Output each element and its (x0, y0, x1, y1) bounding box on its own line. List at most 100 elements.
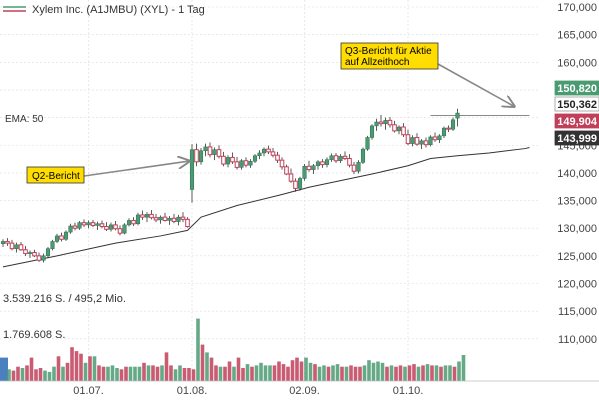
volume-bar (11, 370, 16, 381)
candle-down (36, 255, 42, 261)
candle-down (275, 154, 280, 161)
candle-down (81, 222, 87, 226)
volume-bar (38, 368, 43, 381)
volume-bar (209, 357, 214, 381)
volume-bar (412, 364, 416, 381)
volume-bar (20, 368, 25, 381)
candle-down (333, 155, 339, 162)
volume-bar (92, 356, 97, 381)
volume-bar (155, 366, 160, 381)
volume-bar (52, 366, 56, 381)
volume-bar (430, 365, 434, 381)
volume-bar (268, 365, 272, 381)
price-tick-label: 125,000 (557, 251, 597, 263)
volume-bar (223, 366, 227, 381)
volume-bar (65, 362, 70, 381)
volume-bar (56, 356, 61, 381)
volume-label-mid: 1.769.608 S. (3, 329, 65, 341)
volume-bar (182, 368, 187, 381)
time-tick-label: 01.07. (73, 385, 104, 397)
volume-bar (227, 361, 232, 381)
volume-bar (173, 369, 178, 381)
candle-down (342, 155, 348, 160)
volume-bar (263, 365, 268, 381)
candle-down (378, 121, 384, 125)
volume-bars (0, 318, 466, 381)
candle-up (297, 178, 303, 189)
volume-bar (295, 357, 299, 381)
volume-bar (362, 365, 367, 381)
candle-up (27, 252, 33, 254)
volume-bar (137, 366, 142, 381)
candle-down (221, 155, 226, 165)
candle-up (144, 214, 150, 218)
volume-bar (398, 365, 403, 381)
volume-bar (7, 369, 11, 381)
candle-up (410, 137, 415, 144)
candle-up (158, 216, 163, 221)
candle-down (387, 119, 393, 126)
candle-up (329, 155, 334, 160)
candle-up (252, 155, 258, 162)
candle-up (45, 248, 51, 257)
price-tag (554, 130, 599, 146)
volume-bar (200, 344, 205, 381)
candle-down (216, 149, 222, 157)
candle-up (383, 120, 388, 124)
volume-bar (434, 365, 439, 381)
price-tag (554, 96, 599, 112)
volume-bar (416, 366, 421, 381)
volume-bar (335, 364, 340, 381)
candle-down (284, 166, 289, 175)
candle-down (207, 146, 213, 156)
candle-up (450, 119, 456, 130)
candle-down (351, 164, 357, 172)
candle-up (50, 241, 55, 249)
volume-bar (232, 366, 236, 381)
candle-down (117, 228, 123, 234)
volume-bar (443, 365, 448, 381)
volume-bar (47, 371, 52, 381)
volume-bar (353, 366, 358, 381)
candle-down (18, 244, 24, 251)
annotation-box-q2 (26, 166, 85, 184)
volume-bar (196, 318, 200, 381)
candle-up (77, 222, 82, 229)
volume-bar (259, 362, 263, 381)
price-tick-label: 135,000 (557, 196, 597, 208)
volume-bar (101, 366, 106, 381)
annotation-arrow (83, 161, 189, 177)
ema-line (2, 115, 530, 268)
candle-up (198, 150, 204, 163)
volume-bar (344, 366, 349, 381)
volume-bar (421, 365, 425, 381)
candle-down (432, 136, 438, 141)
volume-bar (218, 366, 223, 381)
chart-title: Xylem Inc. (A1JMBU) (XYL) - 1 Tag (32, 4, 205, 16)
candle-down (59, 235, 64, 240)
volume-bar (403, 366, 407, 381)
candle-down (72, 225, 78, 229)
candle-up (419, 140, 424, 145)
volume-bar (308, 362, 313, 381)
price-tick-label: 130,000 (557, 223, 597, 235)
candle-up (311, 165, 316, 170)
volume-bar (331, 365, 335, 381)
candle-down (140, 214, 145, 218)
candle-down (320, 161, 325, 166)
price-tick-label: 110,000 (558, 334, 597, 346)
candle-down (5, 240, 10, 244)
volume-bar (394, 366, 398, 381)
volume-bar (389, 365, 394, 381)
volume-bar (313, 364, 317, 381)
volume-label-top: 3.539.216 S. / 495,2 Mio. (3, 293, 126, 305)
volume-bar (326, 366, 331, 381)
price-tag (554, 80, 599, 96)
candle-down (243, 160, 249, 166)
candle-down (194, 149, 199, 163)
volume-bar (25, 365, 29, 381)
candle-down (288, 173, 294, 182)
volume-bar (61, 366, 65, 381)
volume-bar (448, 365, 452, 381)
candle-down (90, 222, 96, 226)
